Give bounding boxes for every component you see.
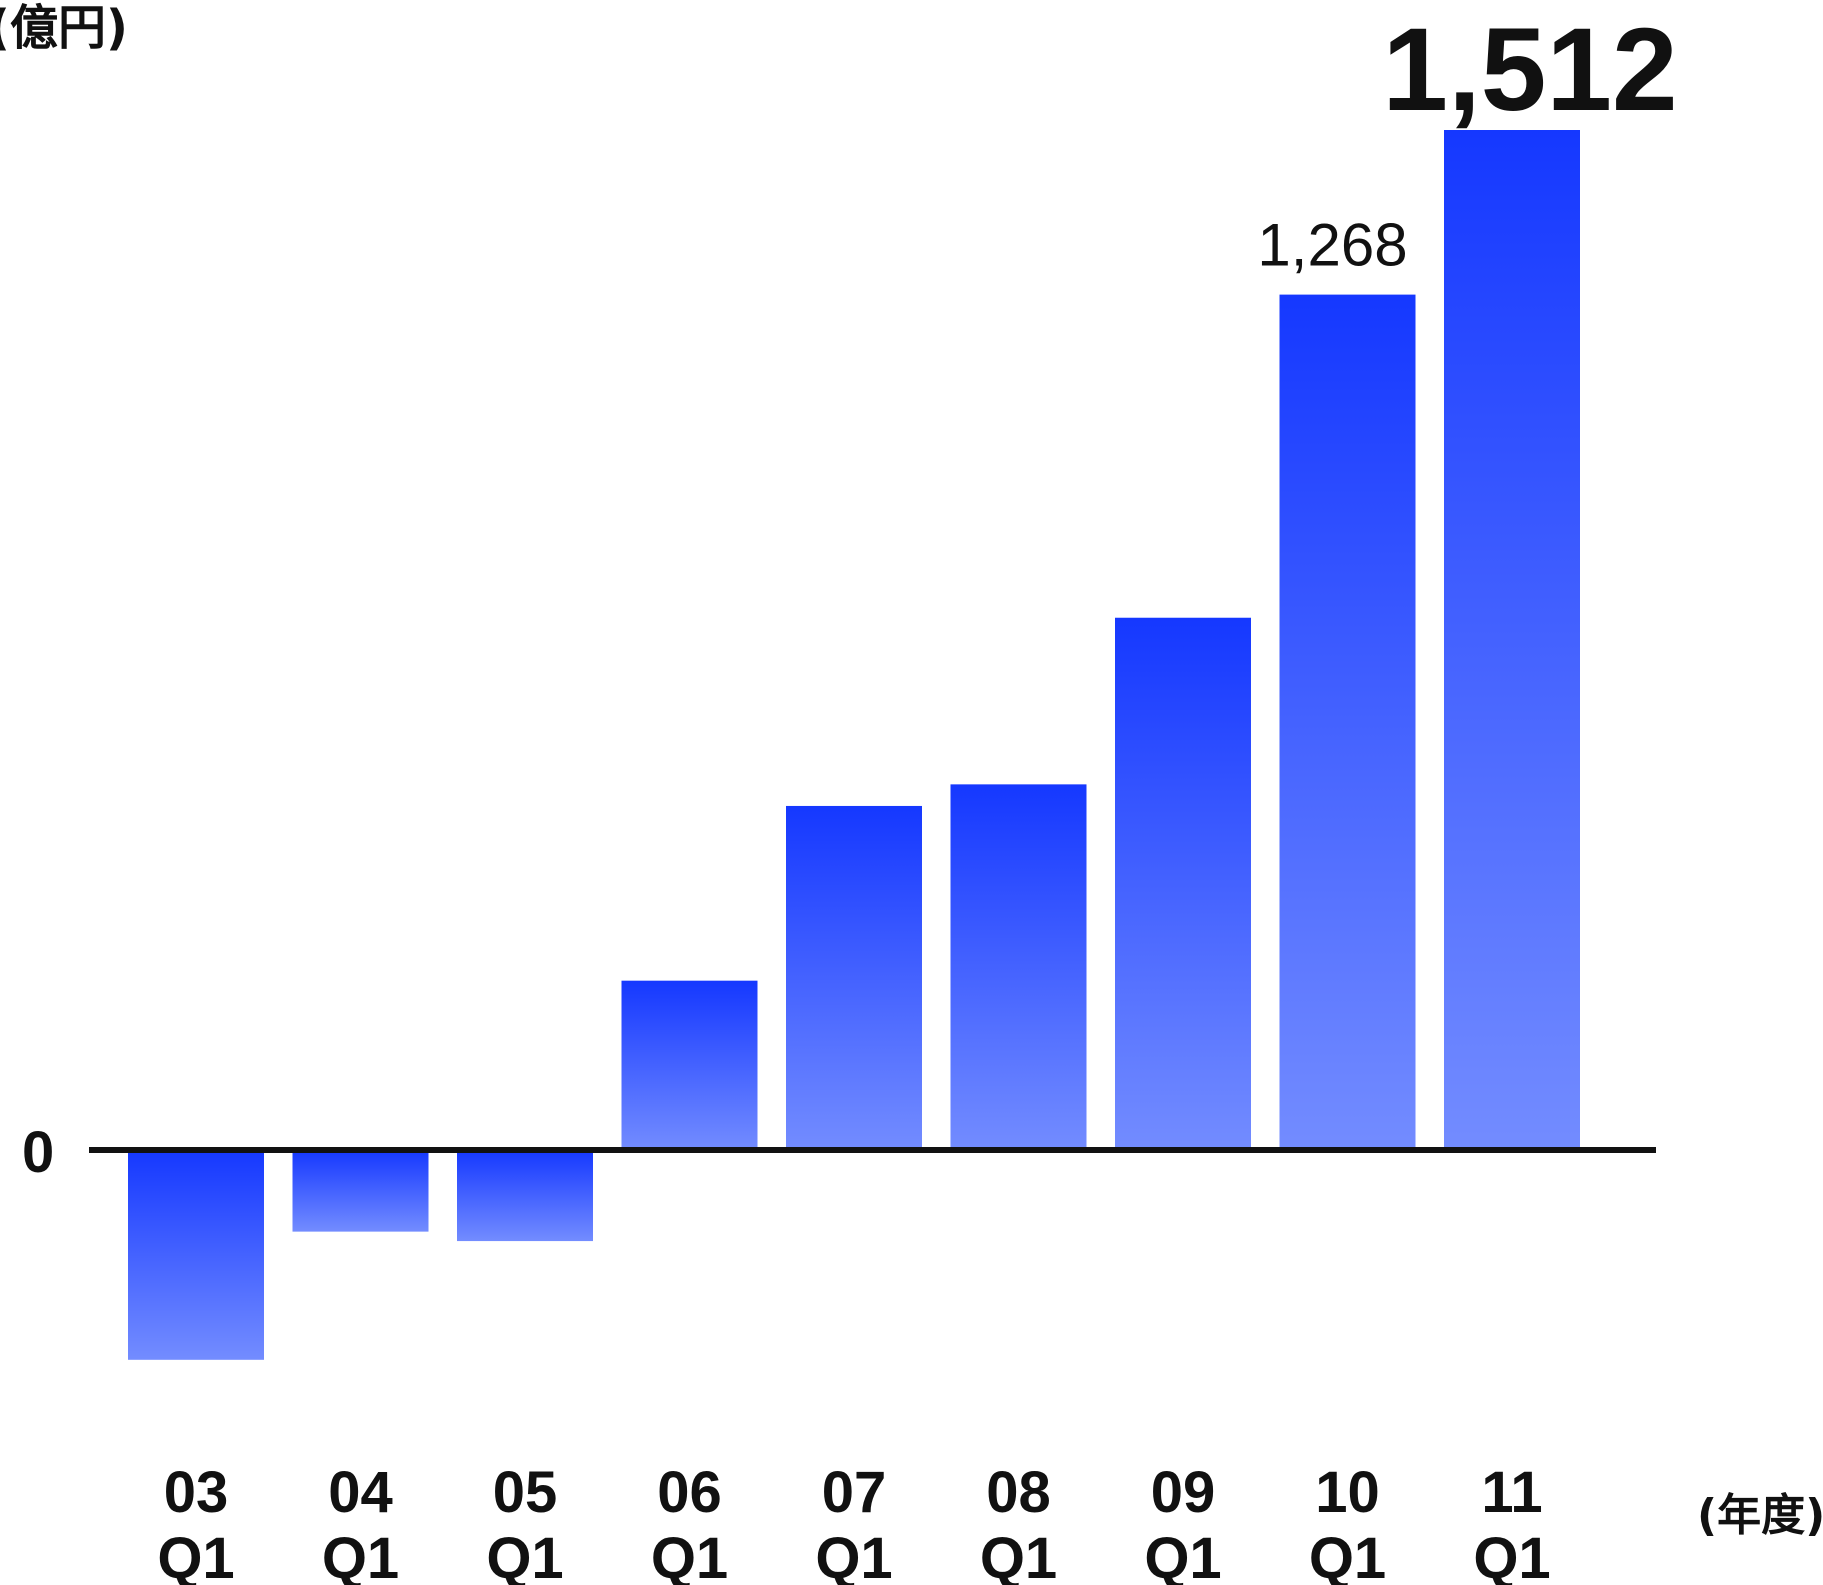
- bar-04-Q1: [292, 1150, 429, 1232]
- x-tick-label-06-Q1-line1: 06: [657, 1460, 722, 1525]
- x-tick-label-08-Q1-line1: 08: [986, 1460, 1051, 1525]
- y-tick-label-zero: 0: [22, 1120, 54, 1185]
- bar-03-Q1: [128, 1150, 264, 1360]
- x-tick-label-05-Q1-line1: 05: [493, 1460, 558, 1525]
- x-tick-label-10-Q1-line2: Q1: [1309, 1526, 1386, 1585]
- y-axis-unit-label: (億円): [0, 0, 128, 56]
- data-labels-group: 1,268 1,512: [1257, 4, 1677, 279]
- bar-11-Q1: [1444, 130, 1580, 1150]
- x-tick-label-11-Q1-line2: Q1: [1473, 1526, 1550, 1585]
- x-tick-label-11-Q1-line1: 11: [1481, 1460, 1542, 1525]
- bar-09-Q1: [1115, 617, 1251, 1150]
- x-tick-label-03-Q1-line2: Q1: [157, 1526, 234, 1585]
- x-tick-label-07-Q1-line1: 07: [822, 1460, 887, 1525]
- data-label-11-Q1: 1,512: [1382, 4, 1677, 136]
- x-tick-label-05-Q1-line2: Q1: [486, 1526, 563, 1585]
- bar-06-Q1: [621, 980, 758, 1150]
- bars-group: [128, 130, 1580, 1360]
- x-tick-label-04-Q1-line2: Q1: [322, 1526, 399, 1585]
- bar-10-Q1: [1279, 294, 1416, 1151]
- x-tick-label-06-Q1-line2: Q1: [651, 1526, 728, 1585]
- x-tick-label-10-Q1-line1: 10: [1315, 1460, 1380, 1525]
- x-axis-unit-label: (年度): [1697, 1490, 1823, 1541]
- bar-05-Q1: [457, 1150, 593, 1242]
- x-tick-label-09-Q1-line1: 09: [1151, 1460, 1216, 1525]
- data-label-10-Q1: 1,268: [1257, 212, 1407, 279]
- x-tick-label-09-Q1-line2: Q1: [1144, 1526, 1221, 1585]
- x-tick-label-04-Q1-line1: 04: [328, 1460, 393, 1525]
- bar-08-Q1: [950, 784, 1087, 1150]
- x-tick-label-03-Q1-line1: 03: [164, 1460, 229, 1525]
- x-tick-label-07-Q1-line2: Q1: [815, 1526, 892, 1585]
- bar-07-Q1: [786, 805, 922, 1150]
- x-tick-label-08-Q1-line2: Q1: [980, 1526, 1057, 1585]
